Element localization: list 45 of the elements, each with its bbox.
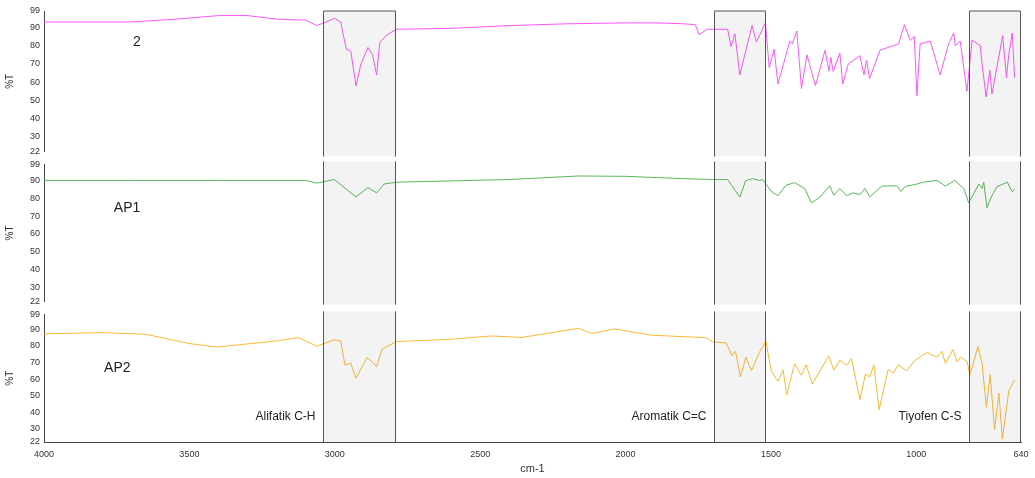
y-axis-title: %T: [3, 73, 15, 89]
y-tick-label: 30: [29, 281, 40, 292]
y-axis-title: %T: [3, 225, 15, 241]
y-tick-label: 90: [29, 21, 40, 32]
band-label: Alifatik C-H: [255, 408, 316, 423]
y-tick-label: 80: [29, 340, 40, 351]
x-tick-label: 2000: [615, 448, 636, 459]
y-tick-label: 60: [29, 373, 40, 384]
y-tick-label: 99: [29, 158, 40, 169]
y-tick-label: 40: [29, 264, 40, 275]
y-tick-label: 30: [29, 131, 40, 142]
y-tick-label: 99: [29, 308, 40, 319]
x-tick-label: 3000: [324, 448, 345, 459]
y-tick-label: 60: [29, 76, 40, 87]
y-tick-label: 40: [29, 406, 40, 417]
x-tick-label: 2500: [470, 448, 491, 459]
y-tick-label: 22: [29, 296, 40, 307]
y-tick-label: 80: [29, 40, 40, 51]
y-tick-label: 50: [29, 390, 40, 401]
band-label: Aromatik C=C: [631, 408, 707, 423]
x-tick-label: 1500: [760, 448, 781, 459]
series-label: AP1: [113, 199, 141, 216]
y-tick-label: 70: [29, 210, 40, 221]
y-tick-label: 60: [29, 228, 40, 239]
x-tick-label: 1000: [906, 448, 927, 459]
series-label: 2: [132, 32, 141, 49]
x-tick-label: 640: [1013, 448, 1029, 459]
y-tick-label: 50: [29, 246, 40, 257]
y-tick-label: 70: [29, 58, 40, 69]
y-tick-label: 70: [29, 356, 40, 367]
y-tick-label: 40: [29, 113, 40, 124]
y-tick-label: 99: [29, 5, 40, 16]
y-tick-label: 50: [29, 94, 40, 105]
y-tick-label: 30: [29, 423, 40, 434]
y-tick-label: 22: [29, 146, 40, 157]
y-tick-label: 80: [29, 192, 40, 203]
x-tick-label: 4000: [33, 448, 55, 459]
series-label: AP2: [104, 358, 131, 375]
y-tick-label: 90: [29, 174, 40, 185]
x-tick-label: 3500: [179, 448, 200, 459]
y-tick-label: 90: [29, 323, 40, 334]
y-axis-title: %T: [3, 370, 15, 386]
band-label: Tiyofen C-S: [898, 408, 962, 423]
y-tick-label: 22: [29, 436, 40, 447]
x-axis-title: cm-1: [520, 462, 545, 475]
